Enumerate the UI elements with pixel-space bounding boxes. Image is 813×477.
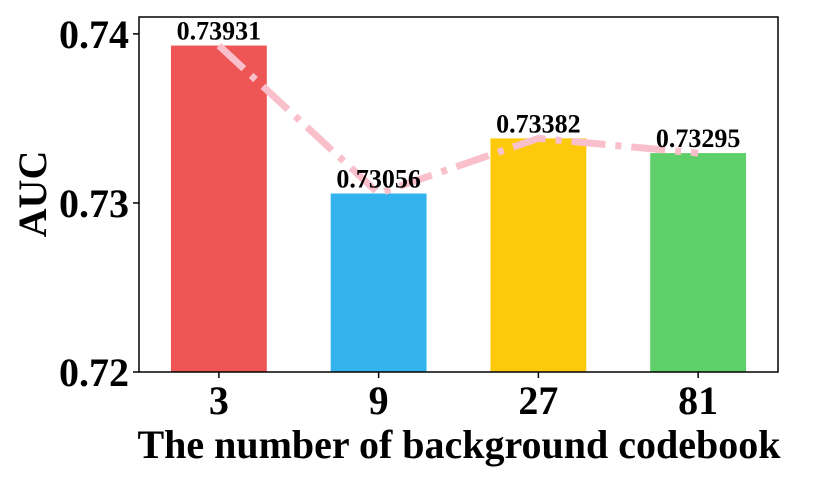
data-label-81: 0.73295	[656, 124, 741, 153]
trend-line-group	[216, 43, 699, 197]
y-tick-label: 0.74	[59, 12, 129, 57]
x-tick-label: 9	[369, 378, 389, 423]
trend-line	[216, 43, 699, 197]
y-ticks-group: 0.72 0.73 0.74	[59, 12, 139, 395]
bar-9	[330, 193, 427, 372]
bar-3	[170, 45, 267, 373]
plot-frame	[138, 16, 779, 373]
bar-27	[490, 138, 587, 372]
y-tick-label: 0.72	[59, 350, 129, 395]
bar-81	[650, 153, 747, 372]
data-label-27: 0.73382	[496, 109, 581, 138]
data-labels-group: 0.73931 0.73056 0.73382 0.73295	[177, 17, 741, 194]
data-label-3: 0.73931	[177, 17, 262, 46]
x-tick-label: 3	[209, 378, 229, 423]
data-label-9: 0.73056	[336, 164, 421, 193]
x-axis-title: The number of background codebook	[137, 422, 781, 467]
x-ticks-group: 3 9 27 81	[209, 372, 718, 423]
x-tick-label: 27	[518, 378, 558, 423]
x-tick-label: 81	[678, 378, 718, 423]
bars-group	[170, 45, 747, 373]
y-axis-title: AUC	[10, 151, 55, 238]
y-tick-label: 0.73	[59, 181, 129, 226]
